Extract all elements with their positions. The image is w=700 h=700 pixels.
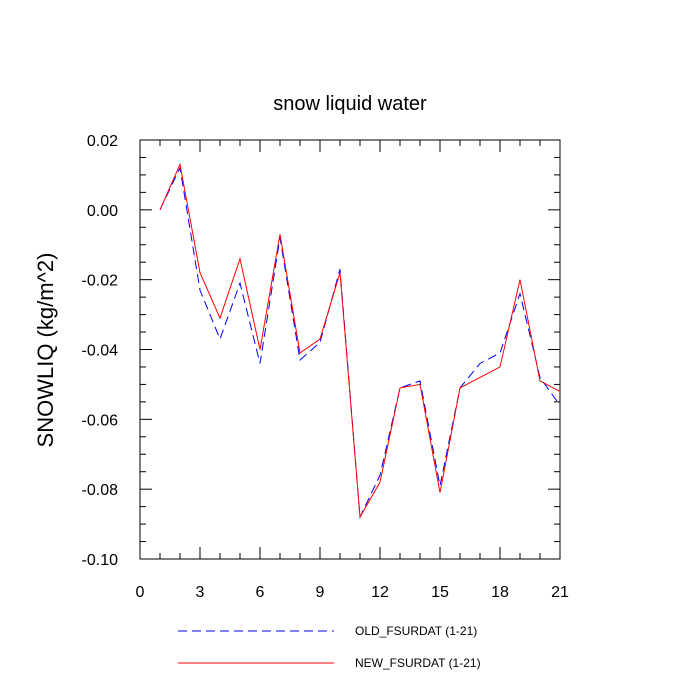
x-tick-label: 9: [316, 584, 325, 601]
x-tick-label: 0: [136, 584, 145, 601]
y-tick-label: -0.06: [82, 412, 119, 429]
plot-area: 0 3 6 9 12 15 18 21 0.02 0.00 -0.02 -0.04 -0.06 -0.08…: [82, 133, 569, 601]
legend: OLD_FSURDAT (1-21) NEW_FSURDAT (1-21): [178, 624, 481, 670]
series-line-2: [159, 162, 561, 519]
y-tick-label: -0.10: [82, 552, 119, 569]
y-tick-label: 0.00: [87, 203, 118, 220]
y-tick-label: 0.02: [87, 133, 118, 150]
y-axis-label: SNOWLIQ (kg/m^2): [33, 253, 58, 448]
legend-label-2: NEW_FSURDAT (1-21): [355, 656, 481, 670]
y-tick-label: -0.02: [82, 273, 119, 290]
legend-label-1: OLD_FSURDAT (1-21): [355, 624, 477, 638]
x-tick-label: 12: [371, 584, 389, 601]
x-tick-label: 21: [551, 584, 569, 601]
chart-title: snow liquid water: [273, 93, 427, 115]
x-tick-label: 15: [431, 584, 449, 601]
x-tick-label: 18: [491, 584, 509, 601]
y-tick-label: -0.04: [82, 343, 119, 360]
y-tick-label: -0.08: [82, 482, 119, 499]
x-tick-label: 3: [196, 584, 205, 601]
series-line-1: [159, 166, 561, 519]
plot-frame: [139, 139, 561, 560]
x-tick-label: 6: [256, 584, 265, 601]
